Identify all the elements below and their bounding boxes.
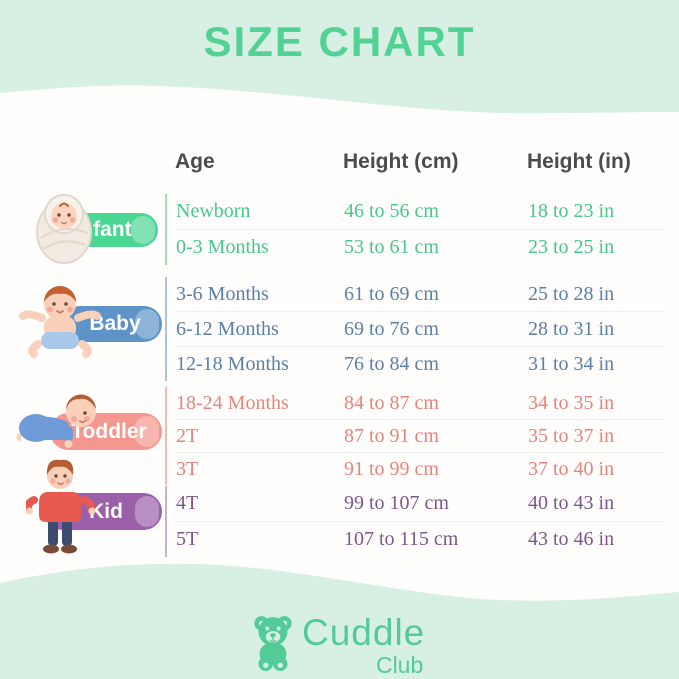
height-in-cell: 31 to 34 in [528, 352, 615, 375]
height-in-cell: 40 to 43 in [528, 492, 615, 514]
height-in-cell: 43 to 46 in [528, 528, 615, 550]
height-in-cell: 37 to 40 in [528, 457, 615, 480]
height-cm-cell: 76 to 84 cm [344, 352, 439, 375]
height-cm-cell: 61 to 69 cm [344, 282, 439, 305]
age-cell: 5T [176, 528, 199, 550]
sitting-baby-illustration [19, 286, 101, 358]
age-cell: 3T [176, 457, 199, 480]
table-row: 2T 87 to 91 cm 35 to 37 in [176, 419, 665, 452]
bear-icon [254, 616, 292, 671]
column-header-height-in: Height (in) [527, 150, 631, 173]
height-in-cell: 25 to 28 in [528, 282, 615, 305]
age-cell: Newborn [176, 200, 251, 222]
table-row: 0-3 Months 53 to 61 cm 23 to 25 in [176, 229, 665, 265]
crawling-toddler-illustration [16, 394, 96, 448]
table-row: 3-6 Months 61 to 69 cm 25 to 28 in [176, 277, 665, 311]
group-rows-baby: 3-6 Months 61 to 69 cm 25 to 28 in 6-12 … [165, 277, 665, 381]
height-cm-cell: 69 to 76 cm [344, 317, 439, 340]
height-in-cell: 35 to 37 in [528, 424, 615, 447]
table-row: Newborn 46 to 56 cm 18 to 23 in [176, 194, 665, 229]
table-row: 18-24 Months 84 to 87 cm 34 to 35 in [176, 387, 665, 419]
swaddled-infant-illustration [36, 194, 92, 264]
group-badge-baby: Baby [62, 306, 162, 342]
group-label: Toddler [71, 419, 147, 443]
height-in-cell: 18 to 23 in [528, 200, 615, 222]
height-cm-cell: 107 to 115 cm [344, 528, 459, 550]
column-header-height-cm: Height (cm) [343, 150, 459, 173]
brand-name: Cuddle Club [302, 614, 425, 677]
standing-kid-illustration [26, 459, 96, 554]
age-cell: 3-6 Months [176, 282, 269, 305]
height-cm-cell: 46 to 56 cm [344, 200, 439, 222]
age-cell: 2T [176, 424, 199, 447]
table-row: 5T 107 to 115 cm 43 to 46 in [176, 521, 665, 557]
group-rows-infant: Newborn 46 to 56 cm 18 to 23 in 0-3 Mont… [165, 194, 665, 265]
age-cell: 12-18 Months [176, 352, 289, 375]
height-cm-cell: 87 to 91 cm [344, 424, 439, 447]
age-cell: 18-24 Months [176, 391, 289, 414]
table-row: 6-12 Months 69 to 76 cm 28 to 31 in [176, 311, 665, 346]
height-in-cell: 23 to 25 in [528, 236, 615, 258]
height-in-cell: 28 to 31 in [528, 317, 615, 340]
brand-logo: Cuddle Club [250, 614, 425, 677]
height-cm-cell: 84 to 87 cm [344, 391, 439, 414]
group-rows-toddler: 18-24 Months 84 to 87 cm 34 to 35 in 2T … [165, 387, 665, 485]
column-header-age: Age [175, 150, 215, 173]
group-rows-kid: 4T 99 to 107 cm 40 to 43 in 5T 107 to 11… [165, 486, 665, 557]
height-cm-cell: 91 to 99 cm [344, 457, 439, 480]
age-cell: 4T [176, 492, 199, 514]
height-in-cell: 34 to 35 in [528, 391, 615, 414]
table-row: 3T 91 to 99 cm 37 to 40 in [176, 452, 665, 485]
brand-name-main: Cuddle [302, 612, 426, 653]
group-label: Baby [89, 312, 141, 335]
height-cm-cell: 99 to 107 cm [344, 492, 449, 514]
age-cell: 0-3 Months [176, 236, 269, 258]
table-row: 12-18 Months 76 to 84 cm 31 to 34 in [176, 346, 665, 381]
brand-name-sub: Club [375, 652, 424, 678]
age-cell: 6-12 Months [176, 317, 279, 340]
group-label: Kid [89, 499, 123, 523]
table-row: 4T 99 to 107 cm 40 to 43 in [176, 486, 665, 521]
table-header: Age Height (cm) Height (in) [175, 150, 669, 174]
page-title: SIZE CHART [203, 18, 476, 65]
height-cm-cell: 53 to 61 cm [344, 236, 439, 258]
